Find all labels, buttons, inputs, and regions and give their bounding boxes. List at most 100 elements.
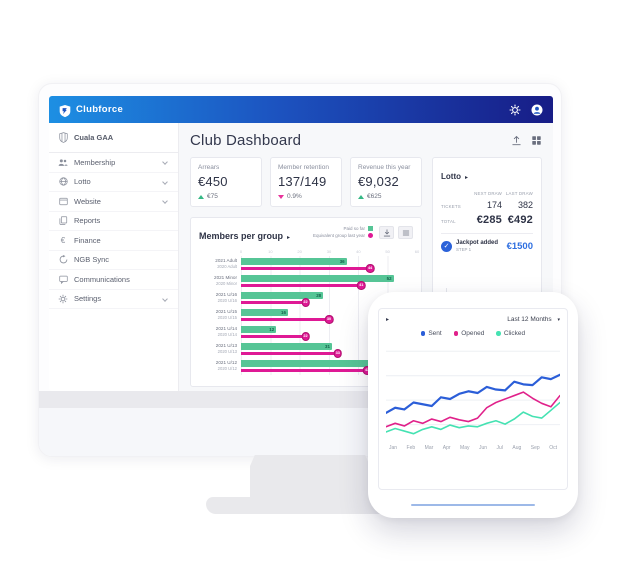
euro-icon: € (60, 235, 66, 245)
period-label: Last 12 Months (507, 316, 552, 323)
monitor-stand-base (206, 497, 414, 514)
topbar: Clubforce (49, 96, 553, 123)
category-label: 2021 Adult (215, 258, 237, 263)
sidebar: Cuala GAA Membership (49, 123, 179, 391)
x-axis-months: Jan Feb Mar Apr May Jun Jul Aug Sep Oct (386, 443, 560, 451)
stat-value: €450 (198, 174, 228, 189)
sidebar-item-reports[interactable]: Reports (49, 212, 178, 231)
account-icon[interactable] (531, 104, 543, 116)
legend-dot-icon (496, 331, 501, 336)
tick-label: 40 (356, 249, 361, 254)
dropdown-caret-icon[interactable]: ▸ (465, 175, 469, 181)
legend-label: Paid so far (343, 226, 365, 231)
category-label: 2021 U/13 (215, 343, 237, 348)
main-content: Club Dashboard (179, 123, 553, 391)
jackpot-step-label: STEP 1 (456, 247, 472, 252)
phone-home-indicator (411, 503, 535, 506)
sidebar-item-label: Website (74, 196, 101, 206)
legend-swatch-green (368, 226, 373, 231)
sidebar-item-settings[interactable]: Settings (49, 290, 178, 309)
gear-icon[interactable] (509, 103, 521, 116)
brand: Clubforce (59, 104, 123, 117)
last-year-line (241, 352, 338, 355)
jackpot-step: ✓ Jackpot added STEP 1 €1500 (441, 240, 533, 252)
reports-icon (58, 216, 68, 226)
page-title: Club Dashboard (190, 132, 302, 149)
tick-label: 20 (297, 249, 302, 254)
tick-label: 60 (414, 249, 420, 254)
bar-chart-row: 2021 Minor 2020 Minor 52 41 (199, 273, 413, 290)
category-label: 2021 U/12 (215, 360, 237, 365)
sidebar-item-ngb-sync[interactable]: NGB Sync (49, 251, 178, 270)
chevron-down-icon (162, 198, 168, 205)
trend-down-icon (278, 194, 284, 199)
last-year-marker: 22 (301, 332, 310, 341)
download-chart-button[interactable] (379, 226, 394, 239)
menu-icon[interactable] (398, 226, 413, 239)
series-line-sent (386, 373, 560, 415)
stat-card-arrears: Arrears €450 €75 (190, 157, 262, 207)
legend-swatch-pink (368, 233, 373, 238)
tick-label: 0 (239, 249, 243, 254)
month-label: Sep (530, 445, 540, 451)
sidebar-item-website[interactable]: Website (49, 192, 178, 212)
last-year-marker: 22 (301, 298, 310, 307)
paid-bar: 48 (241, 360, 382, 367)
stat-cards: Arrears €450 €75 Member retention 137/14… (190, 157, 422, 207)
compare-category-label: 2020 U/12 (217, 365, 237, 371)
trend-up-icon (358, 194, 364, 199)
dropdown-caret-icon[interactable]: ▸ (287, 235, 291, 241)
period-dropdown[interactable]: Last 12 Months ▾ (507, 316, 560, 323)
gear-icon (58, 294, 68, 304)
sidebar-item-membership[interactable]: Membership (49, 153, 178, 173)
divider (441, 233, 533, 234)
compare-category-label: 2020 U/14 (217, 331, 237, 337)
category-label: 2021 U/14 (215, 326, 237, 331)
sidebar-item-label: Reports (74, 216, 101, 226)
check-icon: ✓ (441, 240, 452, 252)
paid-bar: 36 (241, 258, 347, 265)
last-year-marker: 41 (357, 281, 366, 290)
stat-label: Arrears (198, 164, 220, 171)
legend-item: Sent (420, 330, 442, 337)
sidebar-item-finance[interactable]: € Finance (49, 231, 178, 251)
export-icon[interactable] (511, 135, 522, 146)
month-label: May (460, 445, 470, 451)
sync-icon (58, 255, 68, 265)
lotto-title: Lotto (441, 172, 461, 181)
clubforce-logo-icon (59, 104, 71, 117)
month-label: Mar (424, 445, 434, 451)
members-per-group-card: Members per group ▸ Paid so far Equivalen… (190, 217, 422, 387)
grid-icon[interactable] (531, 135, 542, 146)
stat-delta: €625 (367, 193, 382, 200)
lotto-tickets-next: 174 (486, 200, 502, 210)
legend-label: Sent (428, 330, 442, 337)
last-year-line (241, 318, 329, 321)
monitor-stand (250, 455, 370, 499)
legend-label: Opened (461, 330, 485, 337)
browser-icon (58, 196, 68, 206)
legend-item: Opened (453, 330, 485, 337)
stat-card-retention: Member retention 137/149 0.9% (270, 157, 342, 207)
stat-value: 137/149 (278, 174, 327, 189)
compare-category-label: 2020 Minor (216, 280, 237, 286)
month-label: Jun (478, 445, 488, 451)
lotto-col-last-draw: LAST DRAW (505, 191, 533, 196)
sidebar-item-lotto[interactable]: Lotto (49, 173, 178, 192)
sidebar-item-label: Membership (74, 157, 116, 167)
chevron-down-icon (162, 178, 168, 185)
sidebar-item-communications[interactable]: Communications (49, 270, 178, 290)
chat-icon (58, 274, 68, 284)
club-selector[interactable]: Cuala GAA (49, 123, 178, 153)
back-caret-icon[interactable]: ▸ (386, 317, 390, 323)
last-year-marker: 44 (365, 264, 375, 273)
legend-item: Clicked (496, 330, 525, 337)
category-label: 2021 Minor (214, 275, 237, 280)
jackpot-label: Jackpot added (456, 240, 499, 246)
dashboard-screen: Clubforce (49, 96, 553, 391)
category-label: 2021 U/16 (215, 292, 237, 297)
club-name: Cuala GAA (74, 133, 114, 142)
club-crest-icon (58, 132, 68, 143)
line-chart (386, 350, 560, 435)
